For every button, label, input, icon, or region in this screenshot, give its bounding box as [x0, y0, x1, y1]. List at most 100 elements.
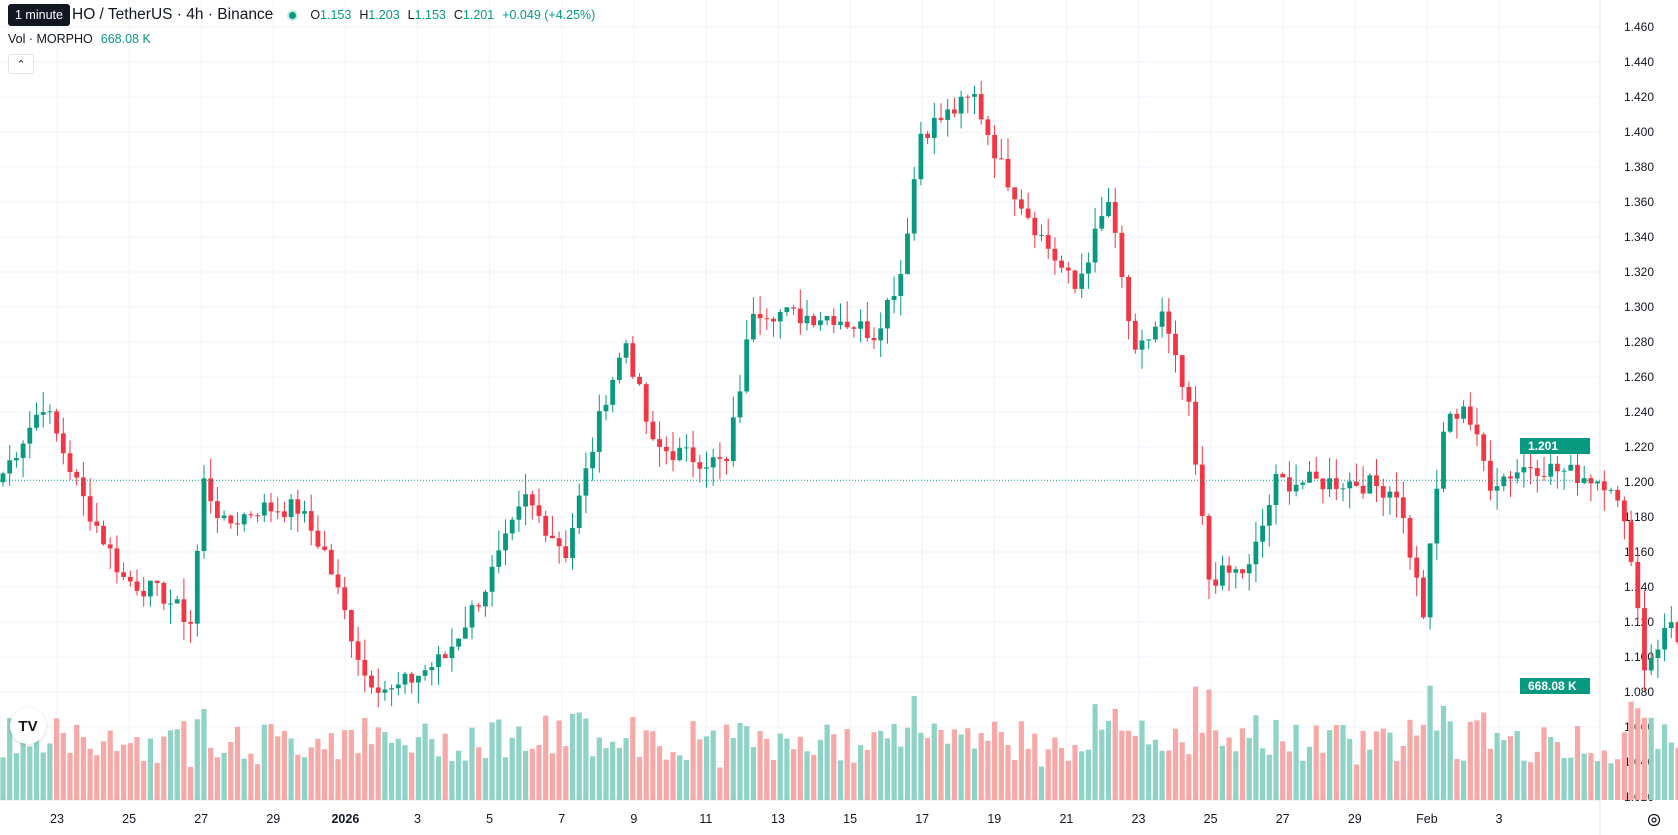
volume-bar — [429, 738, 435, 800]
settings-gear-icon[interactable] — [1646, 812, 1662, 828]
x-tick-label: 21 — [1059, 812, 1073, 826]
volume-bar — [54, 718, 60, 800]
volume-bar — [1454, 758, 1460, 800]
volume-bar — [576, 712, 582, 800]
candle-body — [422, 670, 428, 676]
candle-body — [1414, 557, 1420, 578]
candle-body — [1467, 406, 1473, 425]
volume-label[interactable]: Vol · MORPHO — [8, 32, 93, 46]
volume-bar — [147, 738, 153, 800]
volume-bar — [583, 718, 589, 800]
volume-bar — [1092, 704, 1098, 800]
candle-body — [992, 134, 997, 159]
collapse-legend-button[interactable]: ⌃ — [8, 54, 34, 74]
volume-bar — [328, 733, 334, 800]
candle-body — [1461, 406, 1466, 419]
y-tick-label: 1.240 — [1624, 405, 1654, 419]
candle-body — [1347, 481, 1353, 489]
volume-bar — [683, 759, 689, 800]
volume-bar — [831, 734, 837, 800]
candle-body — [342, 587, 348, 611]
volume-bar — [1132, 735, 1138, 800]
volume-bar — [435, 756, 442, 800]
volume-bar — [945, 743, 951, 800]
volume-bar — [1119, 730, 1125, 800]
volume-bar — [1246, 737, 1252, 800]
symbol-title[interactable]: HO / TetherUS · 4h · Binance — [72, 6, 274, 23]
volume-bar — [1427, 685, 1433, 800]
candle-body — [1146, 339, 1152, 341]
candle-body — [141, 590, 147, 597]
volume-bar — [858, 745, 864, 800]
volume-bar — [261, 724, 267, 800]
candle-body — [1240, 569, 1245, 574]
candle-body — [40, 412, 46, 415]
candle-body — [34, 414, 39, 428]
candle-body — [898, 274, 904, 296]
x-tick-label: 2026 — [331, 812, 359, 826]
candle-body — [1206, 515, 1212, 580]
market-status-icon[interactable] — [287, 9, 299, 21]
candle-body — [1266, 505, 1272, 526]
volume-bar — [884, 738, 890, 800]
volume-bar — [288, 738, 294, 800]
volume-bar — [1273, 719, 1279, 800]
volume-bar — [918, 732, 924, 800]
volume-bar — [670, 752, 676, 800]
candle-body — [737, 391, 743, 418]
volume-bar — [623, 738, 629, 800]
candle-body — [1662, 628, 1667, 650]
candle-body — [710, 457, 716, 468]
x-tick-label: 23 — [50, 812, 64, 826]
volume-bar — [1635, 708, 1641, 800]
volume-bar — [797, 736, 803, 800]
candle-body — [590, 451, 595, 469]
volume-bar — [1668, 742, 1674, 800]
candle-body — [1434, 488, 1440, 544]
volume-bar — [1038, 766, 1045, 800]
volume-bar — [911, 696, 917, 800]
candle-body — [483, 591, 488, 607]
volume-bar — [308, 747, 314, 800]
candle-body — [154, 580, 160, 583]
candle-body — [496, 550, 502, 567]
volume-bar — [415, 737, 421, 800]
close-value: 1.201 — [462, 8, 495, 22]
candle-body — [1273, 473, 1279, 506]
volume-bar — [1112, 708, 1118, 800]
volume-bar — [770, 759, 777, 800]
chevron-up-icon: ⌃ — [16, 58, 26, 71]
volume-bar — [1166, 750, 1172, 800]
candle-body — [74, 471, 80, 478]
volume-bar — [1340, 724, 1346, 800]
candle-body — [1601, 481, 1607, 491]
volume-bar — [543, 715, 549, 800]
candle-body — [550, 535, 555, 539]
candle-body — [1380, 486, 1386, 498]
candle-body — [1447, 413, 1453, 432]
candle-body — [241, 514, 247, 525]
volume-bar — [516, 726, 522, 800]
volume-bar — [1407, 719, 1413, 800]
volume-bar — [1568, 757, 1574, 800]
candle-body — [148, 580, 153, 597]
volume-bar — [1226, 737, 1232, 800]
change-value: +0.049 (+4.25%) — [502, 8, 596, 22]
candle-body — [382, 689, 388, 693]
volume-bar — [1333, 724, 1339, 800]
y-tick-label: 1.360 — [1624, 195, 1654, 209]
candle-body — [1327, 478, 1332, 490]
candle-body — [0, 473, 6, 483]
volume-bar — [1367, 749, 1373, 800]
candle-body — [14, 457, 19, 461]
candle-body — [509, 519, 515, 534]
candle-body — [1106, 202, 1111, 217]
candle-body — [1474, 424, 1480, 435]
volume-bar — [1621, 732, 1627, 800]
tradingview-logo[interactable]: TV — [10, 708, 46, 744]
volume-bar — [456, 750, 462, 800]
volume-bar — [1494, 732, 1500, 800]
candle-body — [610, 379, 616, 405]
candle-body — [328, 549, 334, 575]
